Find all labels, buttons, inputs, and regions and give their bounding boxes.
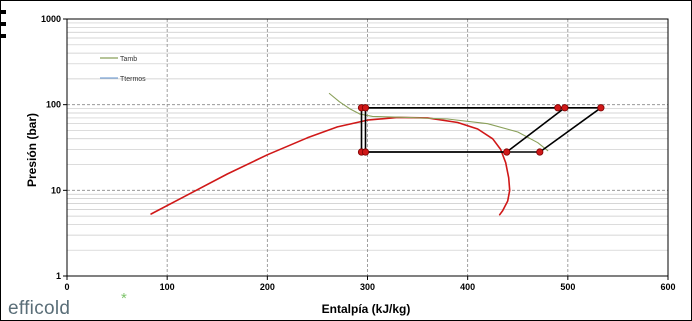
state-point [361,104,370,112]
x-tick-label: 100 [160,282,175,292]
efficold-logo: efficold [8,298,71,319]
x-tick-label: 500 [560,282,575,292]
x-tick-label: 400 [460,282,475,292]
y-tick-label: 100 [46,100,61,110]
corner-mark [0,22,6,26]
state-point [597,104,605,112]
grid-lines [66,18,669,277]
y-tick-label: 1000 [41,14,61,24]
state-point [561,104,569,112]
x-tick-label: 200 [260,282,275,292]
state-point [361,148,370,156]
legend: Tamb Ttermos [100,56,146,83]
corner-mark [0,34,6,38]
y-tick-label: 10 [51,185,61,195]
corner-mark [0,10,6,14]
saturation-dome-line [150,116,511,216]
Tamb-line [328,92,549,152]
state-point [503,148,511,156]
plot-area [67,19,668,276]
y-tick-label: 1 [56,271,61,281]
x-axis-label: Entalpía (kJ/kg) [322,302,411,316]
x-tick-label: 0 [64,282,69,292]
points [357,104,605,156]
state-point [536,148,544,156]
legend-label: Tamb [120,56,137,63]
state-point [554,104,562,112]
x-tick-label: 600 [660,282,675,292]
legend-label: Ttermos [120,76,146,83]
x-tick-label: 300 [360,282,375,292]
logo-star-icon: * [121,290,127,307]
y-axis-label: Presión (bar) [25,113,39,187]
